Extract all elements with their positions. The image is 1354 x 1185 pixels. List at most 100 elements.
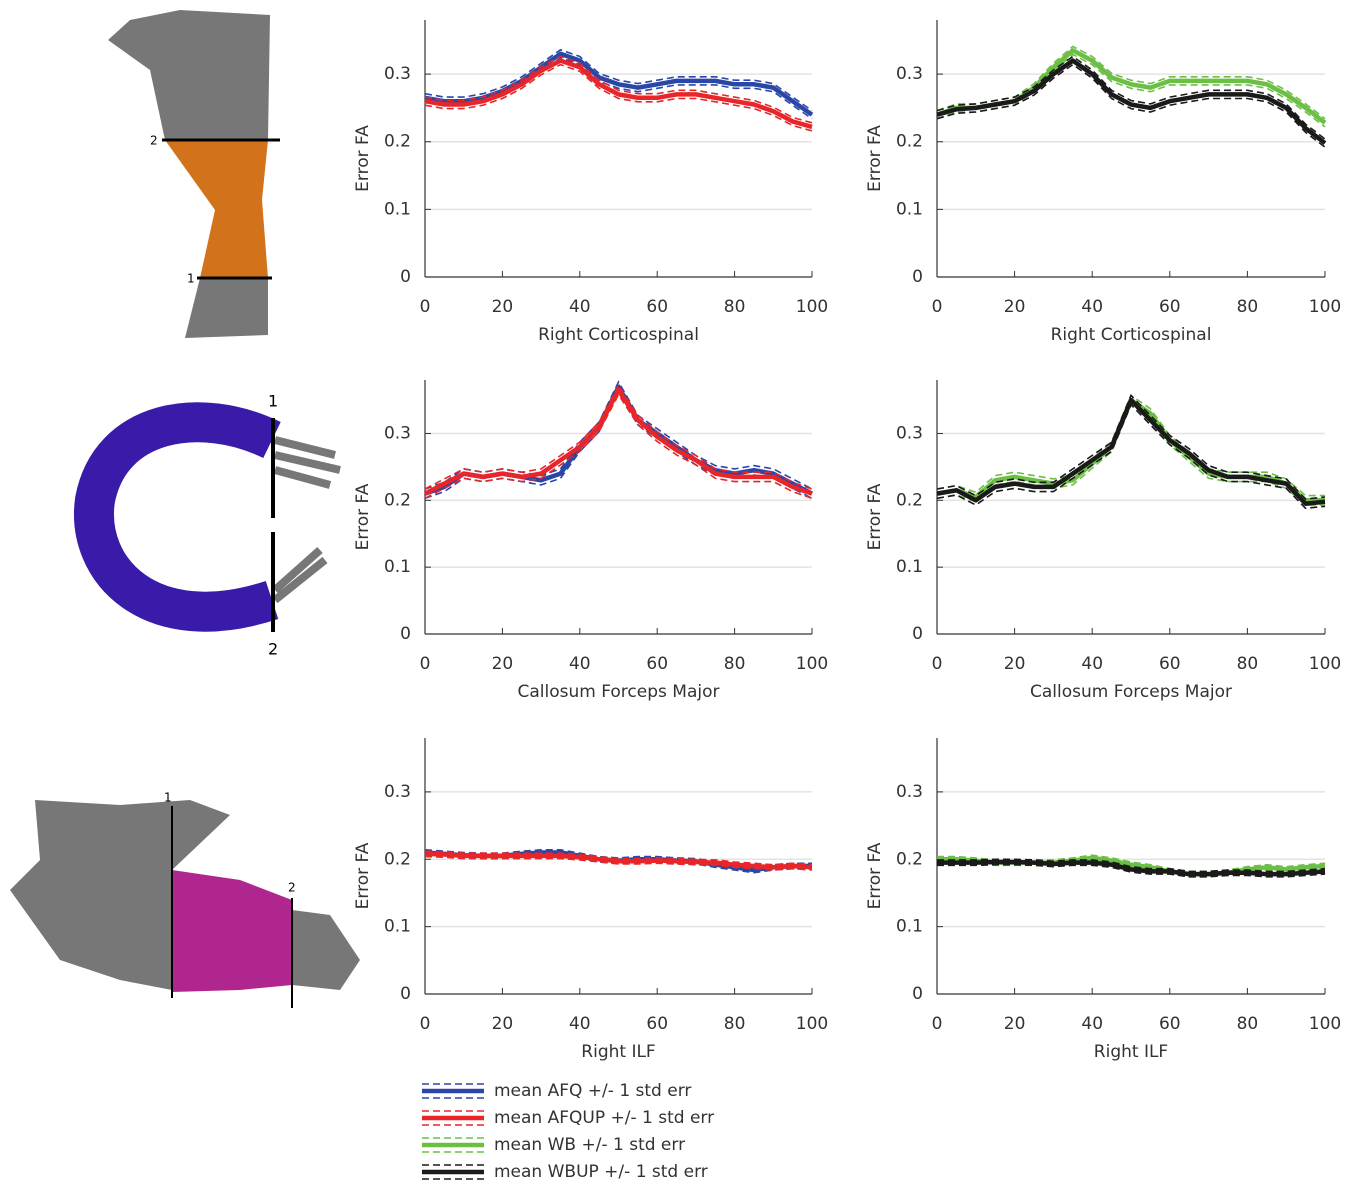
y-tick-label: 0 (912, 624, 923, 644)
legend-entry: mean AFQ +/- 1 std err (422, 1081, 691, 1101)
legend-label: mean WB +/- 1 std err (494, 1135, 685, 1155)
std-err-line (937, 854, 1326, 873)
legend-entry: mean WBUP +/- 1 std err (422, 1162, 708, 1182)
x-axis-label: Right Corticospinal (1051, 325, 1212, 345)
y-tick-label: 0.3 (896, 423, 923, 443)
cut-label: 2 (268, 640, 278, 659)
tract-gray (292, 910, 360, 990)
x-tick-label: 60 (646, 297, 668, 317)
legend-label: mean WBUP +/- 1 std err (494, 1162, 708, 1182)
std-err-line (424, 63, 813, 132)
y-tick-label: 0.2 (896, 849, 923, 869)
x-tick-label: 60 (646, 654, 668, 674)
x-tick-label: 0 (420, 1014, 431, 1034)
y-axis-label: Error FA (353, 125, 373, 192)
mean-line (424, 58, 813, 130)
x-tick-label: 0 (932, 297, 943, 317)
x-tick-label: 100 (796, 1014, 828, 1034)
legend-label: mean AFQ +/- 1 std err (494, 1081, 691, 1101)
x-tick-label: 100 (1309, 654, 1341, 674)
x-tick-label: 0 (932, 1014, 943, 1034)
tract-image: 1 2 (10, 791, 360, 1008)
x-tick-label: 40 (569, 1014, 591, 1034)
x-tick-label: 100 (1309, 297, 1341, 317)
x-axis-label: Callosum Forceps Major (1030, 682, 1232, 702)
x-tick-label: 20 (492, 654, 514, 674)
y-tick-label: 0 (400, 267, 411, 287)
y-axis-label: Error FA (353, 483, 373, 550)
x-tick-label: 80 (1237, 654, 1259, 674)
legend-entry: mean AFQUP +/- 1 std err (422, 1108, 714, 1128)
y-tick-label: 0.3 (384, 782, 411, 802)
mean-line (937, 859, 1326, 877)
y-axis-label: Error FA (865, 842, 885, 909)
x-axis-label: Right Corticospinal (538, 325, 699, 345)
x-tick-label: 20 (1004, 654, 1026, 674)
y-tick-label: 0.3 (384, 64, 411, 84)
std-err-line (424, 855, 813, 871)
std-err-line (424, 850, 813, 866)
x-tick-label: 80 (724, 297, 746, 317)
y-tick-label: 0.1 (384, 557, 411, 577)
y-tick-label: 0.3 (896, 782, 923, 802)
tract-image: 2 1 (108, 10, 280, 338)
y-tick-label: 0.3 (896, 64, 923, 84)
x-tick-label: 0 (420, 297, 431, 317)
x-tick-label: 60 (1159, 297, 1181, 317)
cut-label: 1 (187, 272, 195, 286)
y-tick-label: 0 (912, 984, 923, 1004)
x-axis-label: Right ILF (1094, 1042, 1168, 1062)
y-tick-label: 0.3 (384, 423, 411, 443)
y-tick-label: 0.2 (896, 490, 923, 510)
y-tick-label: 0.2 (384, 490, 411, 510)
y-tick-label: 0 (400, 624, 411, 644)
mean-line (423, 387, 813, 496)
std-err-line (936, 393, 1326, 500)
tract-gray (10, 800, 230, 990)
std-err-line (936, 53, 1326, 128)
y-tick-label: 0 (912, 267, 923, 287)
y-tick-label: 0.1 (896, 557, 923, 577)
std-err-line (424, 55, 813, 124)
cut-label: 1 (268, 392, 278, 411)
mean-line (424, 851, 813, 870)
x-tick-label: 60 (1159, 1014, 1181, 1034)
std-err-line (936, 403, 1325, 506)
x-tick-label: 80 (724, 1014, 746, 1034)
std-err-line (424, 57, 813, 120)
y-tick-label: 0.2 (896, 132, 923, 152)
y-tick-label: 0.1 (896, 199, 923, 219)
y-axis-label: Error FA (865, 483, 885, 550)
x-tick-label: 0 (420, 654, 431, 674)
y-tick-label: 0 (400, 984, 411, 1004)
y-axis-label: Error FA (865, 125, 885, 192)
x-tick-label: 0 (932, 654, 943, 674)
tract-gray (185, 278, 268, 338)
x-tick-label: 100 (1309, 1014, 1341, 1034)
cut-label: 1 (164, 791, 172, 805)
cut-label: 2 (288, 881, 296, 895)
std-err-line (936, 55, 1326, 140)
mean-line (936, 48, 1327, 125)
x-tick-label: 60 (1159, 654, 1181, 674)
x-tick-label: 20 (1004, 297, 1026, 317)
tract-gray (272, 436, 341, 604)
tract-segment (172, 870, 292, 992)
tract-image: 1 2 (74, 392, 341, 659)
x-tick-label: 20 (492, 1014, 514, 1034)
std-err-line (937, 863, 1326, 878)
x-axis-label: Callosum Forceps Major (518, 682, 720, 702)
x-tick-label: 40 (1081, 297, 1103, 317)
std-err-line (936, 63, 1326, 148)
legend-entry: mean WB +/- 1 std err (422, 1135, 685, 1155)
y-tick-label: 0.1 (896, 917, 923, 937)
x-tick-label: 40 (569, 297, 591, 317)
x-tick-label: 100 (796, 297, 828, 317)
mean-line (424, 51, 814, 117)
y-tick-label: 0.1 (384, 199, 411, 219)
std-err-line (936, 403, 1326, 510)
x-tick-label: 40 (1081, 1014, 1103, 1034)
mean-line (936, 397, 1326, 506)
y-tick-label: 0.2 (384, 849, 411, 869)
y-axis-label: Error FA (353, 842, 373, 909)
